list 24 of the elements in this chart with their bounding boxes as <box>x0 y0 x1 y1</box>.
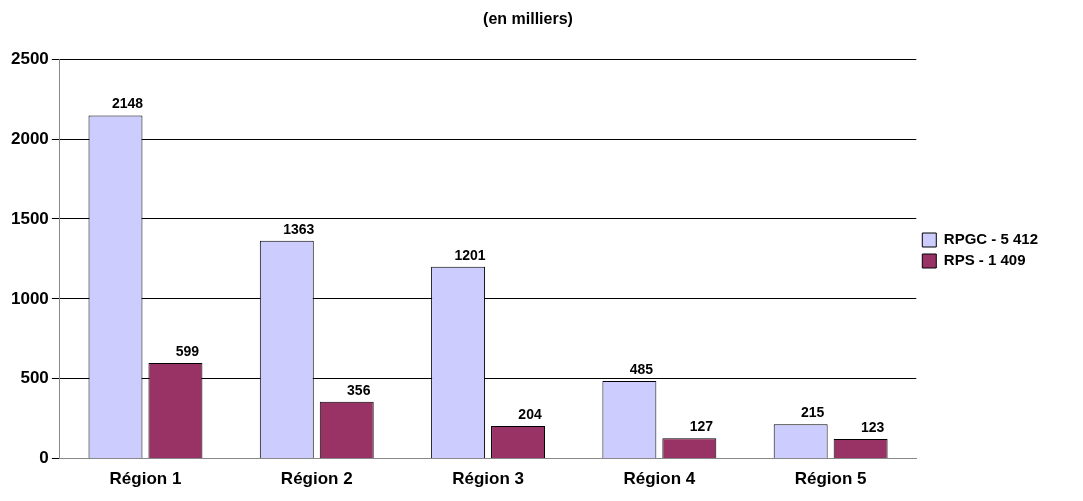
data-label: 2148 <box>111 95 144 112</box>
x-tick-label: Région 1 <box>109 469 182 489</box>
y-tick-label: 500 <box>20 368 49 388</box>
x-tick-label: Région 5 <box>794 469 867 489</box>
data-label: 123 <box>860 418 885 435</box>
data-label: 599 <box>175 342 200 359</box>
data-label: 356 <box>347 381 371 398</box>
y-tick-label: 1500 <box>10 208 49 228</box>
data-label: 485 <box>629 360 654 377</box>
data-label: 215 <box>800 404 825 421</box>
x-tick-label: Région 2 <box>280 469 353 489</box>
x-tick-label: Région 3 <box>452 469 524 489</box>
data-label: 204 <box>518 405 542 422</box>
chart-title: (en milliers) <box>483 10 573 28</box>
y-tick-label: 2000 <box>10 128 49 148</box>
y-tick-label: 1000 <box>10 288 49 308</box>
legend-label: RPS - 1 409 <box>943 251 1026 269</box>
y-tick-label: 0 <box>39 448 49 468</box>
data-label: 1363 <box>283 220 315 237</box>
data-label: 1201 <box>454 246 486 263</box>
y-tick-label: 2500 <box>10 48 49 68</box>
legend-label: RPGC - 5 412 <box>943 230 1039 248</box>
x-tick-label: Région 4 <box>623 469 696 489</box>
data-label: 127 <box>689 418 714 435</box>
